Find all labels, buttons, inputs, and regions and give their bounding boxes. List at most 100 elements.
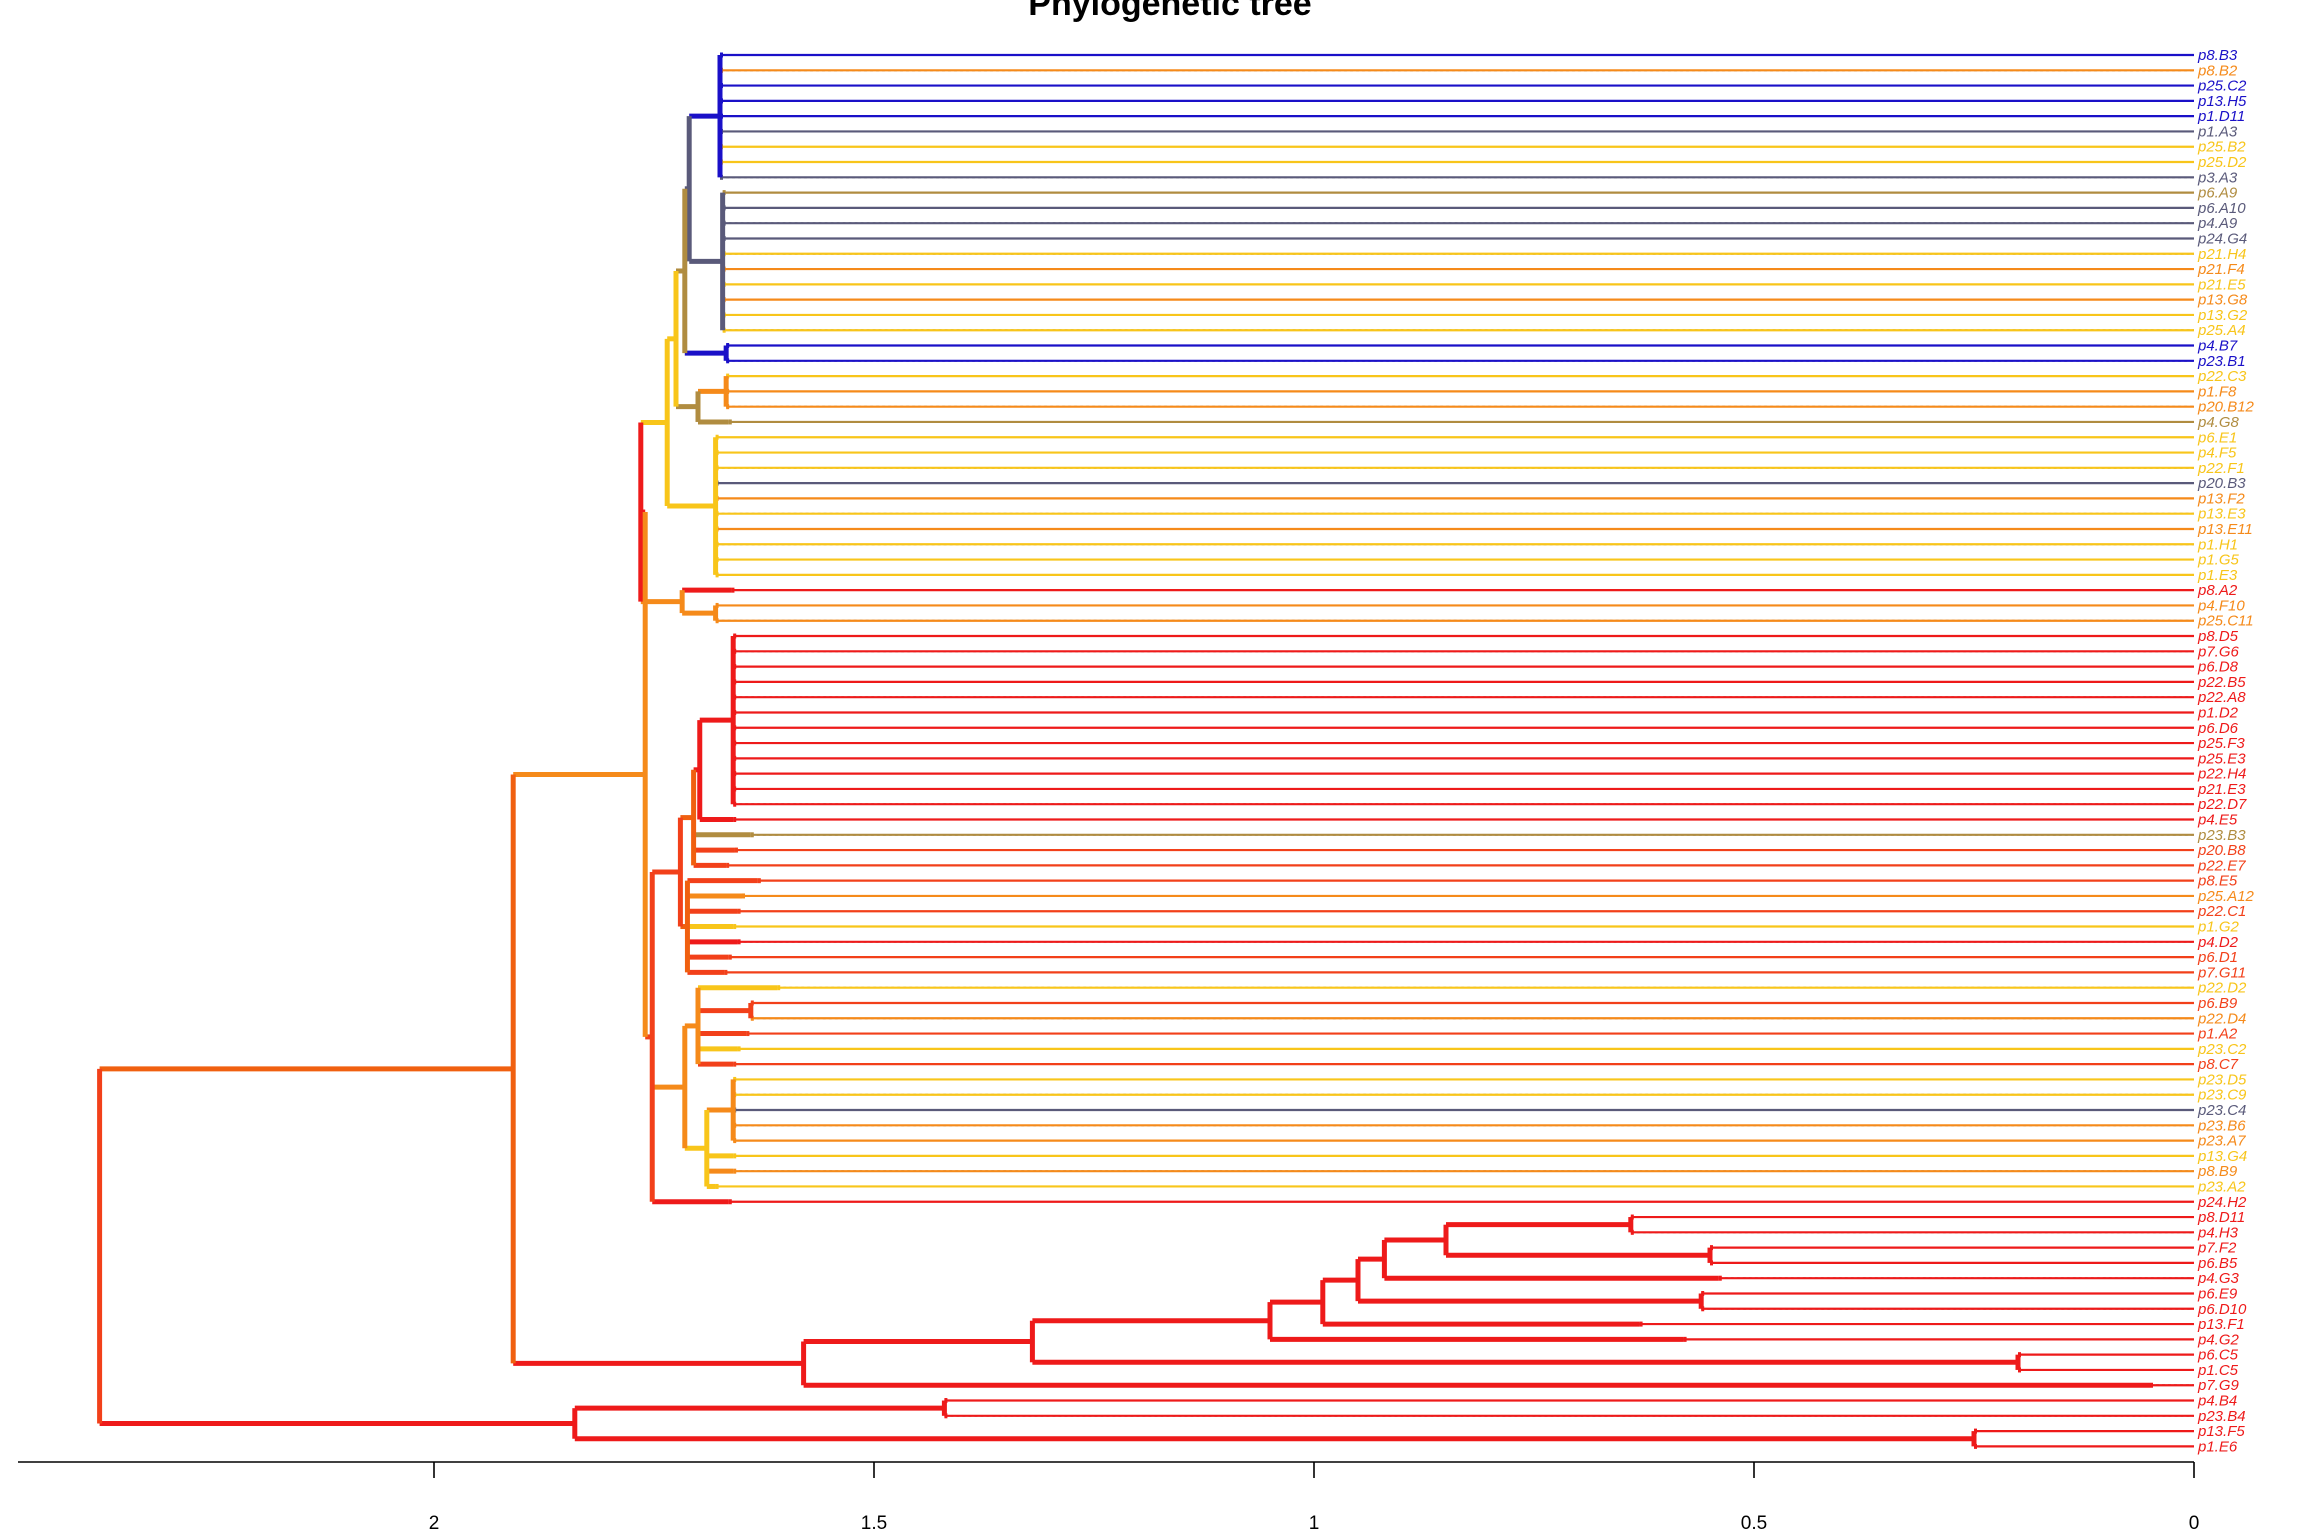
x-tick-label: 0 bbox=[2189, 1513, 2200, 1534]
tip-label: p23.B3 bbox=[2197, 827, 2246, 844]
tip-label: p1.D2 bbox=[2197, 704, 2239, 721]
tip-label: p22.H4 bbox=[2197, 766, 2246, 783]
tip-label: p13.H5 bbox=[2197, 93, 2247, 110]
tip-label: p22.F1 bbox=[2197, 460, 2245, 477]
tip-label: p6.D10 bbox=[2197, 1301, 2247, 1318]
tip-label: p24.H2 bbox=[2197, 1194, 2247, 1211]
tip-label: p1.G5 bbox=[2197, 552, 2240, 569]
tip-label: p21.E3 bbox=[2197, 781, 2246, 798]
tip-label: p13.E3 bbox=[2197, 506, 2246, 523]
tip-label: p22.C3 bbox=[2197, 368, 2247, 385]
tip-label: p4.B7 bbox=[2197, 338, 2238, 355]
x-tick-label: 1.5 bbox=[861, 1513, 887, 1534]
tip-label: p4.D2 bbox=[2197, 934, 2239, 951]
tip-label: p23.B1 bbox=[2197, 353, 2246, 370]
tip-label: p1.E3 bbox=[2197, 567, 2238, 584]
tip-label: p1.D11 bbox=[2197, 108, 2245, 125]
tip-label: p4.E5 bbox=[2197, 812, 2238, 829]
x-axis: 2 1.5 1 0.5 0 bbox=[18, 1461, 2200, 1534]
tip-label: p7.G11 bbox=[2197, 964, 2246, 981]
tip-label: p8.B3 bbox=[2197, 47, 2238, 64]
tip-label: p6.D8 bbox=[2197, 659, 2239, 676]
tip-label: p8.D5 bbox=[2197, 628, 2239, 645]
tip-label: p1.A3 bbox=[2197, 123, 2238, 140]
chart-title: Phylogenetic tree bbox=[1028, 0, 1311, 23]
tip-label: p6.B9 bbox=[2197, 995, 2238, 1012]
tip-label: p22.B5 bbox=[2197, 674, 2246, 691]
tip-label: p25.A12 bbox=[2197, 888, 2255, 905]
tip-label: p22.D7 bbox=[2197, 796, 2247, 813]
tip-label: p6.E1 bbox=[2197, 429, 2237, 446]
tip-label: p13.G8 bbox=[2197, 292, 2248, 309]
tip-label: p20.B12 bbox=[2197, 399, 2255, 416]
leader-lines bbox=[721, 54, 2194, 1448]
tip-label: p4.G8 bbox=[2197, 414, 2240, 431]
tip-label: p6.D6 bbox=[2197, 720, 2239, 737]
tip-label: p13.F5 bbox=[2197, 1423, 2245, 1440]
tip-label: p4.F10 bbox=[2197, 597, 2245, 614]
tip-label: p20.B8 bbox=[2197, 842, 2246, 859]
tip-label: p6.C5 bbox=[2197, 1347, 2239, 1364]
tip-label: p6.B5 bbox=[2197, 1255, 2238, 1272]
tip-label: p8.D11 bbox=[2197, 1209, 2245, 1226]
tip-label: p25.F3 bbox=[2197, 735, 2245, 752]
tip-label: p25.D2 bbox=[2197, 154, 2247, 171]
x-tick-label: 1 bbox=[1309, 1513, 1320, 1534]
tip-label: p4.F5 bbox=[2197, 445, 2237, 462]
tip-label: p22.C1 bbox=[2197, 903, 2246, 920]
tip-label: p1.F8 bbox=[2197, 383, 2237, 400]
tip-label: p22.D4 bbox=[2197, 1010, 2246, 1027]
tip-label: p6.A10 bbox=[2197, 200, 2246, 217]
tip-label: p4.H3 bbox=[2197, 1224, 2239, 1241]
tip-label: p25.E3 bbox=[2197, 750, 2246, 767]
tip-label: p25.C11 bbox=[2197, 613, 2254, 630]
tip-label: p23.C9 bbox=[2197, 1087, 2247, 1104]
tip-label: p13.F2 bbox=[2197, 490, 2245, 507]
tip-label: p23.A7 bbox=[2197, 1133, 2246, 1150]
x-tick-label: 0.5 bbox=[1741, 1513, 1767, 1534]
tip-label: p22.E7 bbox=[2197, 857, 2246, 874]
x-tick-label: 2 bbox=[429, 1513, 440, 1534]
tip-label: p4.A9 bbox=[2197, 215, 2238, 232]
tip-label: p8.B2 bbox=[2197, 62, 2238, 79]
tip-label: p21.F4 bbox=[2197, 261, 2245, 278]
tip-label: p4.B4 bbox=[2197, 1393, 2237, 1410]
tip-label: p21.H4 bbox=[2197, 246, 2246, 263]
tip-label: p13.F1 bbox=[2197, 1316, 2245, 1333]
tip-label: p25.C2 bbox=[2197, 78, 2247, 95]
tip-label: p4.G2 bbox=[2197, 1331, 2240, 1348]
tree-branches bbox=[97, 52, 2194, 1449]
tip-label: p23.A2 bbox=[2197, 1178, 2246, 1195]
tip-label: p20.B3 bbox=[2197, 475, 2246, 492]
tip-label: p21.E5 bbox=[2197, 276, 2246, 293]
tip-label: p24.G4 bbox=[2197, 230, 2247, 247]
tip-label: p22.A8 bbox=[2197, 689, 2246, 706]
tip-label: p6.D1 bbox=[2197, 949, 2238, 966]
tip-label: p1.C5 bbox=[2197, 1362, 2239, 1379]
tip-label: p7.G6 bbox=[2197, 643, 2240, 660]
tip-label: p13.G4 bbox=[2197, 1148, 2247, 1165]
tip-label: p8.E5 bbox=[2197, 873, 2238, 890]
tip-label: p6.E9 bbox=[2197, 1285, 2238, 1302]
tip-label: p1.G2 bbox=[2197, 919, 2240, 936]
tip-label: p25.B2 bbox=[2197, 139, 2246, 156]
tip-label: p3.A3 bbox=[2197, 169, 2238, 186]
tip-label: p4.G3 bbox=[2197, 1270, 2240, 1287]
tip-label: p8.C7 bbox=[2197, 1056, 2239, 1073]
tip-label: p23.C4 bbox=[2197, 1102, 2246, 1119]
tip-label: p8.A2 bbox=[2197, 582, 2238, 599]
tip-label: p25.A4 bbox=[2197, 322, 2246, 339]
tip-label: p13.G2 bbox=[2197, 307, 2248, 324]
tip-label: p1.H1 bbox=[2197, 536, 2238, 553]
tip-label: p1.A2 bbox=[2197, 1026, 2238, 1043]
tip-label: p23.B6 bbox=[2197, 1117, 2246, 1134]
tip-label: p13.E11 bbox=[2197, 521, 2253, 538]
tip-label: p8.B9 bbox=[2197, 1163, 2238, 1180]
tip-label: p6.A9 bbox=[2197, 185, 2238, 202]
tip-labels: p8.B3p8.B2p25.C2p13.H5p1.D11p1.A3p25.B2p… bbox=[2197, 47, 2255, 1455]
tip-label: p23.D5 bbox=[2197, 1071, 2247, 1088]
tip-label: p1.E6 bbox=[2197, 1438, 2238, 1455]
tip-label: p7.F2 bbox=[2197, 1240, 2237, 1257]
tip-label: p7.G9 bbox=[2197, 1377, 2240, 1394]
